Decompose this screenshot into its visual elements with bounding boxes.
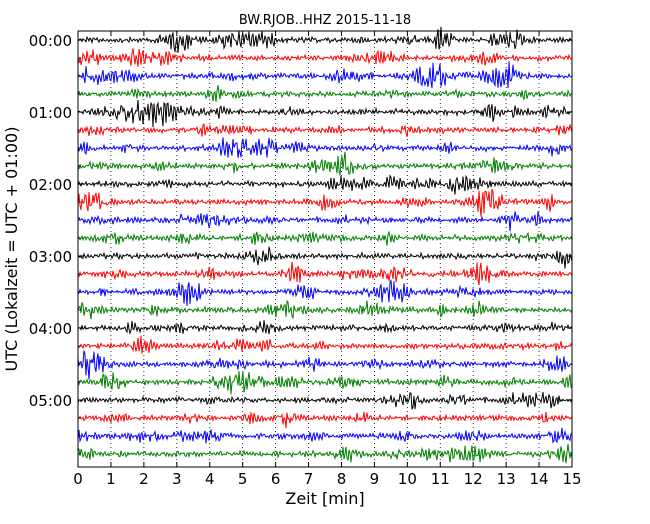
x-axis-ticks: 0 1 2 3 4 5 6 7 8 9 10 11 12 13 14 15 xyxy=(73,31,582,488)
x-axis-label: Zeit [min] xyxy=(285,489,364,508)
chart-title: BW.RJOB..HHZ 2015-11-18 xyxy=(239,13,411,28)
x-tick-label-7: 7 xyxy=(304,470,314,488)
y-tick-label-3: 03:00 xyxy=(29,248,72,266)
x-tick-label-14: 14 xyxy=(530,470,549,488)
x-tick-label-10: 10 xyxy=(398,470,417,488)
seismogram-trace-20 xyxy=(77,391,573,410)
x-tick-label-6: 6 xyxy=(271,470,281,488)
seismogram-trace-21 xyxy=(77,411,573,429)
seismogram-trace-22 xyxy=(77,427,573,444)
seismogram-trace-11 xyxy=(77,230,573,246)
trace-group xyxy=(77,26,573,464)
seismogram-trace-13 xyxy=(77,261,573,286)
x-tick-label-5: 5 xyxy=(238,470,248,488)
y-tick-label-5: 05:00 xyxy=(29,392,72,410)
seismogram-trace-16 xyxy=(77,319,573,335)
seismogram-trace-15 xyxy=(77,300,573,320)
x-tick-label-11: 11 xyxy=(431,470,450,488)
seismogram-trace-10 xyxy=(77,211,573,232)
seismogram-trace-3 xyxy=(77,85,573,102)
x-tick-label-12: 12 xyxy=(464,470,483,488)
y-tick-label-1: 01:00 xyxy=(29,104,72,122)
seismogram-trace-4 xyxy=(77,99,573,128)
seismogram-trace-8 xyxy=(77,173,573,195)
seismogram-trace-18 xyxy=(77,350,573,380)
plot-frame xyxy=(77,30,573,468)
y-tick-label-4: 04:00 xyxy=(29,320,72,338)
x-tick-label-4: 4 xyxy=(205,470,215,488)
y-axis-ticks: 00:00 01:00 02:00 03:00 04:00 05:00 xyxy=(29,32,572,455)
y-axis-label: UTC (Lokalzeit = UTC + 01:00) xyxy=(2,127,21,372)
x-tick-label-0: 0 xyxy=(73,470,83,488)
y-tick-label-2: 02:00 xyxy=(29,176,72,194)
x-tick-label-3: 3 xyxy=(172,470,182,488)
seismogram-trace-7 xyxy=(77,151,573,176)
seismogram-trace-19 xyxy=(77,370,573,395)
seismogram-trace-23 xyxy=(77,443,573,464)
seismogram-trace-9 xyxy=(77,188,573,217)
x-tick-label-15: 15 xyxy=(562,470,581,488)
seismogram-trace-14 xyxy=(77,279,573,306)
x-tick-label-2: 2 xyxy=(139,470,149,488)
seismogram-trace-2 xyxy=(77,61,573,89)
seismogram-trace-12 xyxy=(77,246,573,269)
seismogram-trace-1 xyxy=(77,48,573,67)
y-tick-label-0: 00:00 xyxy=(29,32,72,50)
seismogram-trace-0 xyxy=(77,26,573,53)
seismogram-trace-5 xyxy=(77,123,573,137)
x-tick-label-8: 8 xyxy=(337,470,347,488)
seismogram-trace-17 xyxy=(77,335,573,354)
grid-lines xyxy=(110,31,540,467)
x-tick-label-13: 13 xyxy=(497,470,516,488)
seismogram-trace-6 xyxy=(77,137,573,159)
x-tick-label-1: 1 xyxy=(106,470,116,488)
x-tick-label-9: 9 xyxy=(370,470,380,488)
